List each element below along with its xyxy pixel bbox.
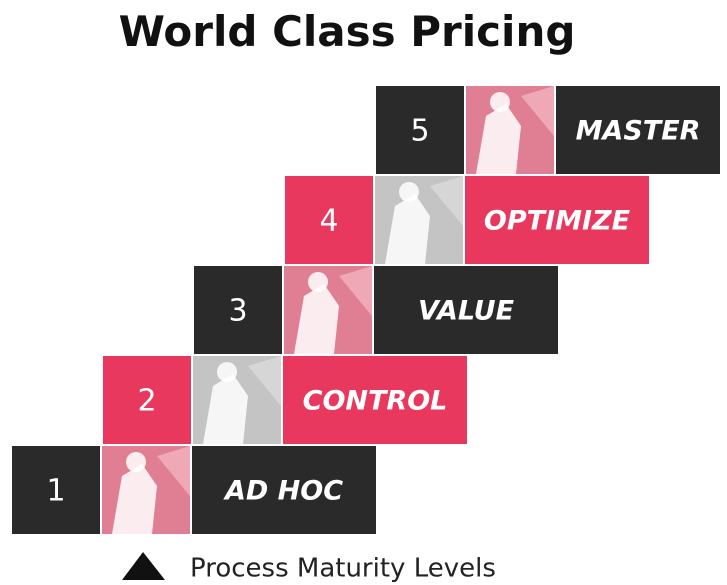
level-number: 1	[46, 474, 65, 509]
level-number: 5	[410, 114, 429, 149]
level-label: OPTIMIZE	[484, 206, 631, 237]
level-image	[284, 266, 372, 354]
level-label: CONTROL	[303, 386, 448, 417]
image-shape	[126, 452, 146, 472]
level-number: 2	[137, 384, 156, 419]
legend-triangle	[122, 552, 165, 580]
level-label: VALUE	[418, 296, 515, 327]
level-label: MASTER	[576, 116, 701, 147]
level-image	[193, 356, 281, 444]
image-shape	[308, 272, 328, 292]
level-number: 4	[319, 204, 338, 239]
legend-text: Process Maturity Levels	[190, 554, 496, 584]
diagram: World Class Pricing Process Maturity Lev…	[0, 0, 727, 585]
title: World Class Pricing	[119, 7, 576, 56]
level-label: AD HOC	[223, 476, 343, 507]
image-shape	[490, 92, 510, 112]
image-shape	[399, 182, 419, 202]
level-image	[466, 86, 554, 174]
level-number: 3	[228, 294, 247, 329]
level-image	[102, 446, 190, 534]
image-shape	[217, 362, 237, 382]
level-image	[375, 176, 463, 264]
